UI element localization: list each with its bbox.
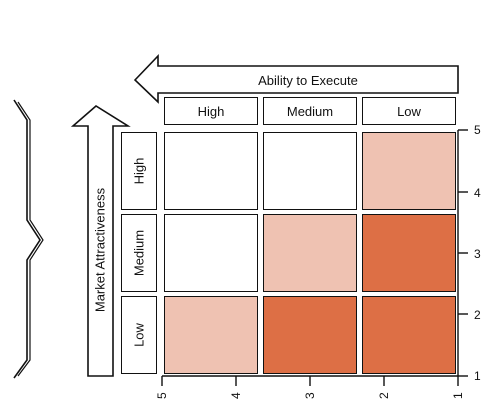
x-tick-label: 2 bbox=[377, 392, 391, 399]
row-header-medium: Medium bbox=[121, 214, 157, 292]
cell-high-medium bbox=[263, 132, 357, 210]
y-tick-label: 5 bbox=[474, 123, 481, 137]
x-tick-label: 3 bbox=[303, 392, 317, 399]
cell-low-high bbox=[164, 296, 258, 374]
attractiveness-arrow-icon bbox=[70, 105, 131, 377]
y-axis-title: Market Attractiveness bbox=[92, 187, 108, 313]
cell-medium-high bbox=[164, 214, 258, 292]
column-header-medium: Medium bbox=[263, 97, 357, 125]
x-axis-title: Ability to Execute bbox=[258, 72, 358, 88]
row-header-high: High bbox=[121, 132, 157, 210]
x-tick-label: 1 bbox=[451, 392, 465, 399]
column-header-low: Low bbox=[362, 97, 456, 125]
left-brace-icon bbox=[13, 99, 41, 379]
cell-medium-medium bbox=[263, 214, 357, 292]
row-header-low: Low bbox=[121, 296, 157, 374]
cell-low-low bbox=[362, 296, 456, 374]
x-tick-label: 5 bbox=[155, 392, 169, 399]
y-tick-label: 4 bbox=[474, 186, 481, 200]
cell-high-high bbox=[164, 132, 258, 210]
cell-low-medium bbox=[263, 296, 357, 374]
x-tick-label: 4 bbox=[229, 392, 243, 399]
y-tick-label: 1 bbox=[474, 369, 481, 383]
column-header-high: High bbox=[164, 97, 258, 125]
y-tick-label: 2 bbox=[474, 308, 481, 322]
cell-high-low bbox=[362, 132, 456, 210]
execute-arrow-icon bbox=[133, 54, 459, 104]
cell-medium-low bbox=[362, 214, 456, 292]
y-tick-label: 3 bbox=[474, 247, 481, 261]
